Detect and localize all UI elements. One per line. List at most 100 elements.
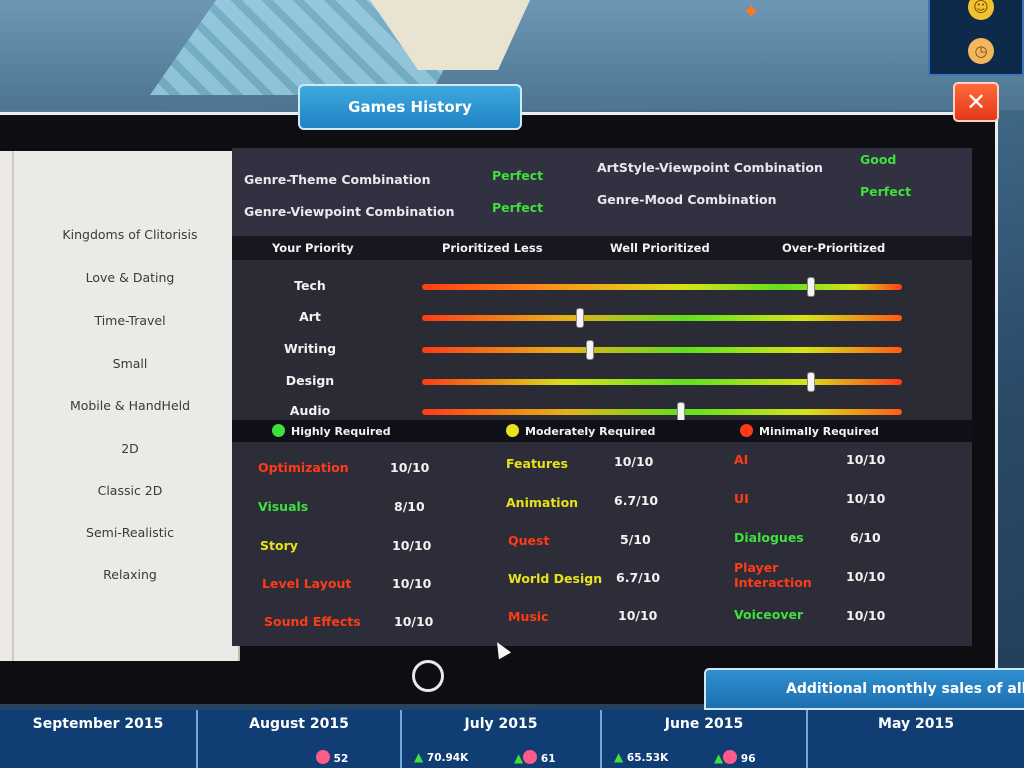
feature-score: 8/10	[394, 499, 425, 514]
fans-value: 61	[540, 753, 556, 765]
requirement-legend: Highly Required Moderately Required Mini…	[232, 420, 972, 442]
sidebar-item-game-title[interactable]: Kingdoms of Clitorisis	[62, 227, 198, 242]
feature-name: UI	[734, 491, 749, 506]
up-arrow-icon: ▲	[714, 751, 724, 765]
priority-label-audio: Audio	[289, 403, 331, 418]
sidebar-item-dimension[interactable]: 2D	[121, 441, 139, 456]
feature-score: 10/10	[846, 491, 886, 506]
feature-name: Optimization	[258, 460, 349, 475]
priority-slider-art[interactable]	[422, 308, 902, 328]
combo-label-genre-mood: Genre-Mood Combination	[597, 192, 777, 207]
close-button[interactable]: ✕	[953, 82, 999, 122]
feature-score: 10/10	[618, 608, 658, 623]
additional-sales-tab[interactable]: Additional monthly sales of all	[704, 668, 1024, 710]
heart-icon	[523, 750, 538, 764]
month-cell-may-2015[interactable]: May 2015	[806, 710, 1024, 768]
window-title: Games History	[298, 84, 522, 130]
month-sales: ▲ 70.94K	[414, 750, 468, 764]
combination-summary: Genre-Theme Combination Perfect Genre-Vi…	[232, 148, 972, 236]
feature-score: 10/10	[846, 452, 886, 467]
header-prioritized-less: Prioritized Less	[442, 241, 543, 255]
month-sales: ▲ 65.53K	[614, 750, 668, 764]
feature-score: 10/10	[394, 614, 434, 629]
feature-name: Dialogues	[734, 530, 804, 545]
slider-thumb[interactable]	[806, 372, 815, 392]
feature-score: 10/10	[846, 569, 886, 584]
month-cell-july-2015[interactable]: July 2015 ▲ 70.94K ▲ 61	[400, 710, 600, 768]
feature-name: Sound Effects	[264, 614, 361, 629]
header-well-prioritized: Well Prioritized	[610, 241, 710, 255]
feature-score: 10/10	[846, 608, 886, 623]
priority-slider-design[interactable]	[422, 372, 902, 392]
sidebar-item-viewpoint[interactable]: Classic 2D	[97, 483, 163, 498]
feature-name: Level Layout	[262, 576, 352, 591]
feature-name: AI	[734, 452, 749, 467]
sidebar-item-platform[interactable]: Mobile & HandHeld	[69, 398, 191, 413]
month-cell-september-2015[interactable]: September 2015	[0, 710, 196, 768]
slider-thumb[interactable]	[586, 340, 594, 360]
sales-value: 70.94K	[426, 752, 469, 764]
autumn-leaf-icon: ✦	[742, 0, 761, 25]
close-icon: ✕	[965, 88, 987, 116]
green-dot-icon	[272, 424, 285, 437]
month-name: June 2015	[664, 716, 744, 732]
priority-slider-tech[interactable]	[422, 277, 902, 297]
legend-highly-label: Highly Required	[291, 425, 391, 438]
feature-name: World Design	[508, 571, 603, 586]
slider-thumb[interactable]	[576, 308, 585, 328]
corner-status-panel: ☺ ◷	[928, 0, 1024, 76]
sidebar-item-theme[interactable]: Time-Travel	[94, 313, 166, 328]
heart-icon	[316, 750, 330, 764]
feature-name: Animation	[506, 495, 579, 510]
feature-name: Story	[260, 538, 298, 553]
combo-label-genre-theme: Genre-Theme Combination	[244, 172, 431, 187]
monthly-timeline: September 2015 August 2015 52 July 2015 …	[0, 710, 1024, 768]
fans-value: 52	[333, 753, 349, 765]
yellow-dot-icon	[506, 424, 519, 437]
combo-label-artstyle-viewpoint: ArtStyle-Viewpoint Combination	[597, 160, 823, 175]
combo-value-genre-viewpoint: Perfect	[492, 200, 544, 215]
header-your-priority: Your Priority	[272, 241, 354, 255]
home-ring-icon[interactable]	[412, 660, 444, 692]
up-arrow-icon: ▲	[514, 751, 524, 765]
feature-score: 6/10	[850, 530, 881, 545]
legend-minimally-required: Minimally Required	[740, 424, 879, 438]
game-sidebar: Kingdoms of Clitorisis Love & Dating Tim…	[0, 151, 240, 661]
month-name: May 2015	[878, 716, 954, 732]
heart-icon	[723, 750, 738, 764]
combo-value-artstyle-viewpoint: Good	[860, 152, 897, 167]
smiley-icon[interactable]: ☺	[968, 0, 994, 20]
game-report-panel: Genre-Theme Combination Perfect Genre-Vi…	[232, 148, 972, 646]
feature-score: 10/10	[614, 454, 654, 469]
up-arrow-icon: ▲	[614, 750, 624, 764]
sidebar-item-size[interactable]: Small	[112, 356, 148, 371]
sidebar-item-mood[interactable]: Relaxing	[103, 567, 157, 582]
feature-name: Quest	[508, 533, 550, 548]
sidebar-item-genre[interactable]: Love & Dating	[85, 270, 175, 285]
slider-thumb[interactable]	[677, 402, 686, 422]
feature-score: 10/10	[392, 576, 432, 591]
feature-name: Player Interaction	[734, 560, 812, 590]
month-cell-august-2015[interactable]: August 2015 52	[196, 710, 400, 768]
combo-value-genre-theme: Perfect	[492, 168, 544, 183]
legend-moderately-required: Moderately Required	[506, 424, 655, 438]
month-fans: ▲ 96	[714, 750, 756, 765]
feature-score: 10/10	[390, 460, 430, 475]
sidebar-item-art-style[interactable]: Semi-Realistic	[86, 525, 174, 540]
month-cell-june-2015[interactable]: June 2015 ▲ 65.53K ▲ 96	[600, 710, 806, 768]
combo-label-genre-viewpoint: Genre-Viewpoint Combination	[244, 204, 455, 219]
priority-label-design: Design	[285, 373, 335, 388]
red-dot-icon	[740, 424, 753, 437]
priority-label-tech: Tech	[294, 278, 326, 293]
legend-minimally-label: Minimally Required	[759, 425, 879, 438]
month-name: July 2015	[464, 716, 538, 732]
slider-thumb[interactable]	[806, 277, 815, 297]
legend-moderately-label: Moderately Required	[525, 425, 656, 438]
clock-icon[interactable]: ◷	[968, 38, 994, 64]
feature-name: Visuals	[258, 499, 309, 514]
priority-label-art: Art	[299, 309, 321, 324]
priority-slider-writing[interactable]	[422, 340, 902, 360]
sales-value: 65.53K	[626, 752, 669, 764]
priority-slider-audio[interactable]	[422, 402, 902, 422]
